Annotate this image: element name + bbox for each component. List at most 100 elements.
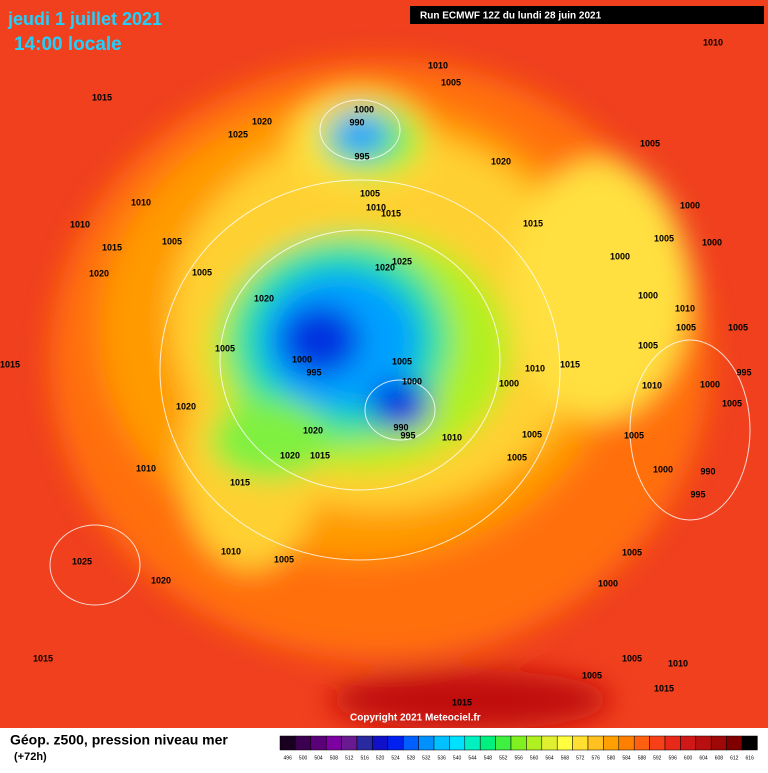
pressure-label: 1025 bbox=[392, 256, 412, 266]
legend-swatch bbox=[449, 735, 466, 751]
pressure-label: 1005 bbox=[638, 340, 658, 350]
legend-swatch bbox=[279, 735, 296, 751]
pressure-label: 1005 bbox=[522, 429, 542, 439]
pressure-label: 1010 bbox=[675, 303, 695, 313]
legend-value: 600 bbox=[684, 755, 693, 761]
pressure-label: 1005 bbox=[722, 398, 742, 408]
pressure-label: 1005 bbox=[654, 233, 674, 243]
pressure-label: 1020 bbox=[254, 293, 274, 303]
pressure-label: 1005 bbox=[622, 547, 642, 557]
field bbox=[0, 0, 768, 730]
pressure-label: 1010 bbox=[442, 432, 462, 442]
legend-value: 548 bbox=[484, 755, 493, 761]
legend-value: 536 bbox=[438, 755, 447, 761]
pressure-label: 1000 bbox=[610, 251, 630, 261]
pressure-label: 1000 bbox=[680, 200, 700, 210]
legend-value: 528 bbox=[407, 755, 416, 761]
pressure-label: 1005 bbox=[728, 322, 748, 332]
pressure-label: 1025 bbox=[72, 556, 92, 566]
legend-value: 540 bbox=[453, 755, 462, 761]
legend-swatch bbox=[510, 735, 527, 751]
pressure-label: 990 bbox=[349, 117, 364, 127]
legend-swatch bbox=[433, 735, 450, 751]
legend-swatch bbox=[618, 735, 635, 751]
pressure-label: 1015 bbox=[452, 697, 472, 707]
legend-swatch bbox=[710, 735, 727, 751]
legend-swatch bbox=[633, 735, 650, 751]
pressure-labels: 1010 1010 1005 1015 1000 990 1025 1020 1005 995 10… bbox=[0, 37, 752, 707]
pressure-label: 1010 bbox=[525, 363, 545, 373]
legend-value: 560 bbox=[530, 755, 539, 761]
pressure-label: 1000 bbox=[702, 237, 722, 247]
pressure-label: 1010 bbox=[136, 463, 156, 473]
legend-value: 500 bbox=[299, 755, 308, 761]
pressure-label: 1020 bbox=[89, 268, 109, 278]
legend-value: 584 bbox=[622, 755, 631, 761]
legend-swatch bbox=[541, 735, 558, 751]
legend-value: 524 bbox=[391, 755, 400, 761]
pressure-label: 1005 bbox=[162, 236, 182, 246]
pressure-label: 1020 bbox=[252, 116, 272, 126]
legend-value: 496 bbox=[284, 755, 293, 761]
legend-value: 592 bbox=[653, 755, 662, 761]
pressure-label: 1025 bbox=[228, 129, 248, 139]
legend-value: 544 bbox=[468, 755, 477, 761]
pressure-label: 1005 bbox=[215, 343, 235, 353]
run-box bbox=[410, 6, 764, 24]
legend-swatch bbox=[741, 735, 758, 751]
legend-value: 568 bbox=[561, 755, 570, 761]
pressure-label: 1005 bbox=[392, 356, 412, 366]
legend-swatch bbox=[664, 735, 681, 751]
pressure-label: 1005 bbox=[582, 670, 602, 680]
pressure-label: 1005 bbox=[192, 267, 212, 277]
pressure-label: 1015 bbox=[523, 218, 543, 228]
legend-swatch bbox=[572, 735, 589, 751]
legend-swatch bbox=[418, 735, 435, 751]
legend-value: 572 bbox=[576, 755, 585, 761]
pressure-label: 1015 bbox=[33, 653, 53, 663]
legend-swatch bbox=[526, 735, 543, 751]
pressure-label: 1000 bbox=[653, 464, 673, 474]
pressure-label: 990 bbox=[700, 466, 715, 476]
copyright: Copyright 2021 Meteociel.fr bbox=[350, 713, 481, 724]
pressure-label: 1000 bbox=[638, 290, 658, 300]
pressure-label: 995 bbox=[690, 489, 705, 499]
legend-swatch bbox=[587, 735, 604, 751]
legend-swatch bbox=[402, 735, 419, 751]
legend-swatch bbox=[603, 735, 620, 751]
legend: 496 500 504 508 512 516 520 524 528 532 536 540 544 5… bbox=[279, 735, 758, 761]
legend-value: 504 bbox=[314, 755, 323, 761]
pressure-label: 1015 bbox=[0, 359, 20, 369]
pressure-label: 1000 bbox=[700, 379, 720, 389]
pressure-label: 1010 bbox=[428, 60, 448, 70]
pressure-label: 1015 bbox=[92, 92, 112, 102]
legend-value: 516 bbox=[361, 755, 370, 761]
legend-swatch bbox=[310, 735, 327, 751]
pressure-label: 1005 bbox=[507, 452, 527, 462]
pressure-label: 1005 bbox=[624, 430, 644, 440]
pressure-label: 1010 bbox=[221, 546, 241, 556]
pressure-label: 995 bbox=[354, 151, 369, 161]
legend-value: 596 bbox=[669, 755, 678, 761]
pressure-label: 995 bbox=[306, 367, 321, 377]
pressure-label: 1000 bbox=[402, 376, 422, 386]
pressure-label: 1005 bbox=[441, 77, 461, 87]
legend-swatch bbox=[356, 735, 373, 751]
legend-swatch bbox=[372, 735, 389, 751]
pressure-label: 1020 bbox=[303, 425, 323, 435]
legend-swatch bbox=[556, 735, 573, 751]
pressure-label: 990 bbox=[393, 422, 408, 432]
run: Run ECMWF 12Z du lundi 28 juin 2021 bbox=[420, 11, 602, 22]
legend-value: 616 bbox=[746, 755, 755, 761]
pressure-label: 1000 bbox=[598, 578, 618, 588]
pressure-label: 1005 bbox=[274, 554, 294, 564]
legend-value: 520 bbox=[376, 755, 385, 761]
legend-value: 604 bbox=[699, 755, 708, 761]
pressure-label: 1015 bbox=[381, 208, 401, 218]
legend-swatch bbox=[479, 735, 496, 751]
time: 14:00 locale bbox=[14, 34, 122, 55]
pressure-label: 1010 bbox=[642, 380, 662, 390]
legend-value: 608 bbox=[715, 755, 724, 761]
